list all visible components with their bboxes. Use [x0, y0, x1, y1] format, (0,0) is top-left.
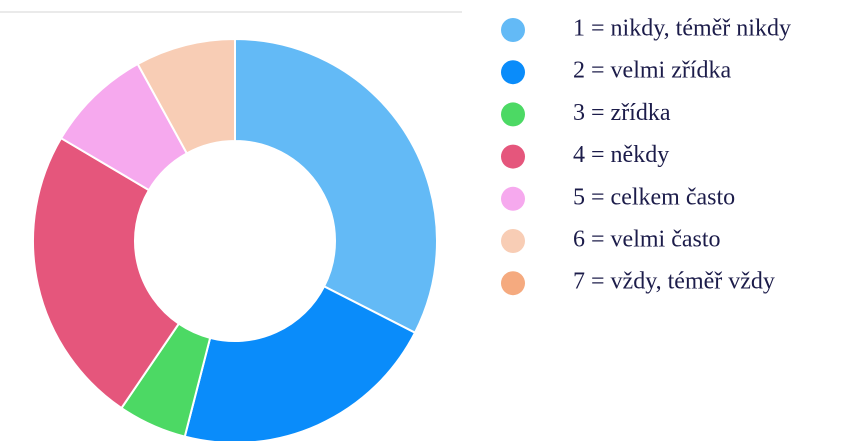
legend-label: 4 = někdy: [573, 142, 669, 168]
legend-label: 3 = zřídka: [573, 100, 671, 126]
donut-segment: [183, 285, 417, 441]
legend-swatch: [501, 102, 525, 127]
legend-swatch: [501, 229, 525, 253]
legend-label: 5 = celkem často: [573, 184, 735, 210]
legend-swatch: [501, 60, 525, 85]
legend-label: 6 = velmi často: [573, 227, 721, 253]
legend-label: 2 = velmi zřídka: [573, 58, 732, 84]
legend-label: 1 = nikdy, téměř nikdy: [573, 16, 791, 42]
legend-swatch: [501, 144, 525, 169]
legend-swatch: [501, 271, 525, 296]
donut-segment: [136, 37, 236, 155]
legend-swatch: [501, 18, 525, 42]
legend-swatch: [501, 186, 525, 211]
legend-label: 7 = vždy, téměř vždy: [573, 269, 775, 295]
donut-segment: [32, 136, 181, 410]
donut-segment: [234, 37, 438, 335]
